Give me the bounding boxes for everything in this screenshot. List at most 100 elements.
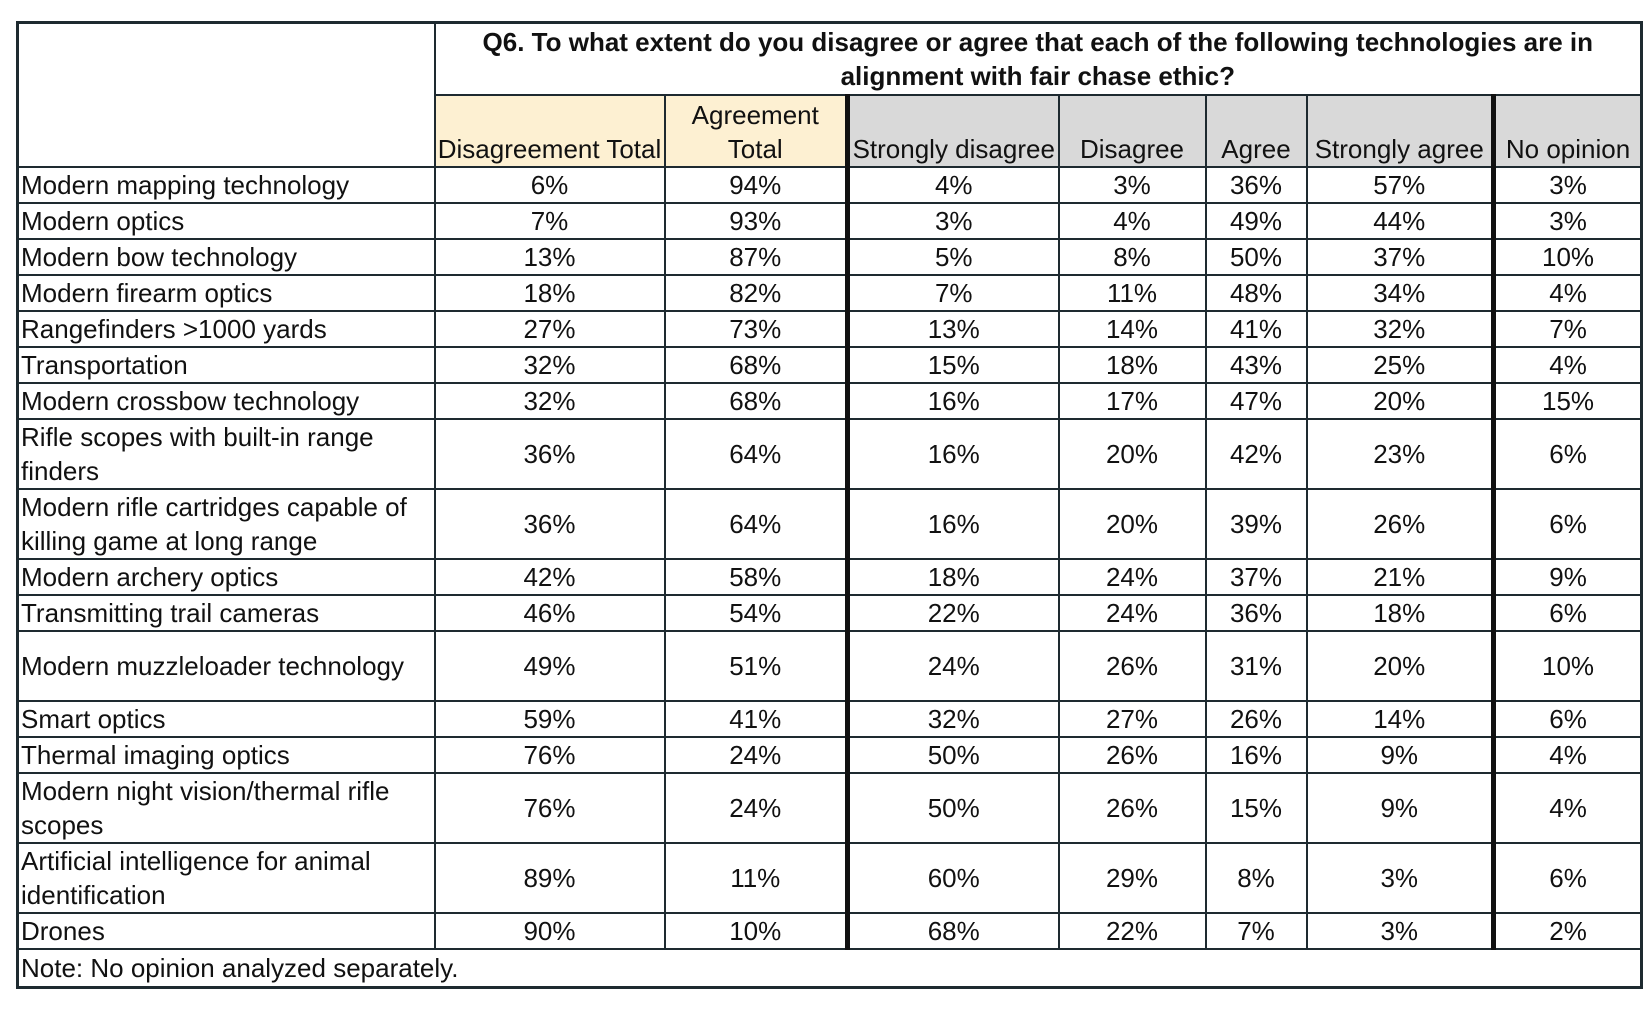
value-cell: 89% [433,842,666,914]
table-row: Modern mapping technology 6% 94% 4% 3% 36% 57%… [16,166,1643,204]
value-cell: 3% [845,202,1060,240]
value-cell: 32% [845,700,1060,738]
value-cell: 50% [845,772,1060,844]
value-cell: 16% [845,382,1060,420]
value-cell: 46% [433,594,666,632]
value-cell: 32% [1305,310,1495,348]
value-cell: 27% [433,310,666,348]
value-cell: 23% [1305,418,1495,490]
value-cell: 16% [845,418,1060,490]
column-header: Agreement Total [663,94,849,168]
value-cell: 10% [663,912,849,950]
value-cell: 11% [663,842,849,914]
value-cell: 90% [433,912,666,950]
value-cell: 26% [1057,630,1207,702]
value-cell: 42% [1204,418,1308,490]
value-cell: 68% [663,382,849,420]
value-cell: 5% [845,238,1060,276]
value-cell: 18% [433,274,666,312]
table-row: Modern rifle cartridges capable of killi… [16,488,1643,560]
table-row: Rifle scopes with built-in range finders… [16,418,1643,490]
value-cell: 41% [663,700,849,738]
value-cell: 36% [1204,594,1308,632]
value-cell: 13% [433,238,666,276]
row-label: Modern archery optics [16,558,436,596]
table-row: Modern crossbow technology 32% 68% 16% 17% 47… [16,382,1643,420]
column-header: Disagreement Total [433,94,666,168]
value-cell: 22% [845,594,1060,632]
value-cell: 50% [845,736,1060,774]
column-header: No opinion [1490,94,1643,168]
value-cell: 60% [845,842,1060,914]
value-cell: 50% [1204,238,1308,276]
value-cell: 11% [1057,274,1207,312]
value-cell: 10% [1490,630,1643,702]
value-cell: 3% [1490,202,1643,240]
row-label: Modern firearm optics [16,274,436,312]
value-cell: 48% [1204,274,1308,312]
value-cell: 9% [1490,558,1643,596]
value-cell: 25% [1305,346,1495,384]
value-cell: 7% [1204,912,1308,950]
row-label: Modern bow technology [16,238,436,276]
value-cell: 7% [1490,310,1643,348]
value-cell: 68% [663,346,849,384]
value-cell: 44% [1305,202,1495,240]
value-cell: 36% [433,418,666,490]
value-cell: 20% [1305,382,1495,420]
value-cell: 51% [663,630,849,702]
value-cell: 20% [1057,488,1207,560]
row-label: Modern optics [16,202,436,240]
value-cell: 41% [1204,310,1308,348]
table-row: Smart optics 59% 41% 32% 27% 26% 14% 6% [16,700,1643,738]
table-row: Artificial intelligence for animal ident… [16,842,1643,914]
table-row: Modern bow technology 13% 87% 5% 8% 50% 37% 10% [16,238,1643,276]
table-row: Modern night vision/thermal rifle scopes… [16,772,1643,844]
value-cell: 76% [433,736,666,774]
value-cell: 24% [663,736,849,774]
row-label: Modern night vision/thermal rifle scopes [16,772,436,844]
value-cell: 8% [1057,238,1207,276]
table-body: Modern mapping technology 6% 94% 4% 3% 36% 57%… [16,166,1643,950]
value-cell: 10% [1490,238,1643,276]
value-cell: 20% [1305,630,1495,702]
row-label: Rifle scopes with built-in range finders [16,418,436,490]
value-cell: 43% [1204,346,1308,384]
value-cell: 15% [845,346,1060,384]
column-header-row: Disagreement Total Agreement Total Strongl… [18,94,1643,168]
value-cell: 31% [1204,630,1308,702]
value-cell: 24% [845,630,1060,702]
value-cell: 4% [845,166,1060,204]
value-cell: 36% [433,488,666,560]
table-row: Modern archery optics 42% 58% 18% 24% 37% 21% 9… [16,558,1643,596]
value-cell: 42% [433,558,666,596]
value-cell: 6% [1490,842,1643,914]
value-cell: 6% [1490,700,1643,738]
row-label: Rangefinders >1000 yards [16,310,436,348]
value-cell: 3% [1305,912,1495,950]
value-cell: 94% [663,166,849,204]
value-cell: 8% [1204,842,1308,914]
value-cell: 3% [1490,166,1643,204]
value-cell: 2% [1490,912,1643,950]
value-cell: 4% [1490,346,1643,384]
column-header: Agree [1204,94,1308,168]
value-cell: 68% [845,912,1060,950]
row-label: Transportation [16,346,436,384]
table-row: Drones 90% 10% 68% 22% 7% 3% 2% [16,912,1643,950]
value-cell: 15% [1490,382,1643,420]
value-cell: 6% [1490,418,1643,490]
value-cell: 64% [663,418,849,490]
value-cell: 32% [433,346,666,384]
value-cell: 13% [845,310,1060,348]
table-row: Modern firearm optics 18% 82% 7% 11% 48% 34% 4% [16,274,1643,312]
value-cell: 18% [1305,594,1495,632]
row-label-header [16,21,436,168]
value-cell: 4% [1057,202,1207,240]
value-cell: 32% [433,382,666,420]
value-cell: 9% [1305,772,1495,844]
value-cell: 18% [845,558,1060,596]
question-title: Q6. To what extent do you disagree or ag… [433,21,1643,96]
row-label: Thermal imaging optics [16,736,436,774]
column-header: Strongly disagree [845,94,1060,168]
